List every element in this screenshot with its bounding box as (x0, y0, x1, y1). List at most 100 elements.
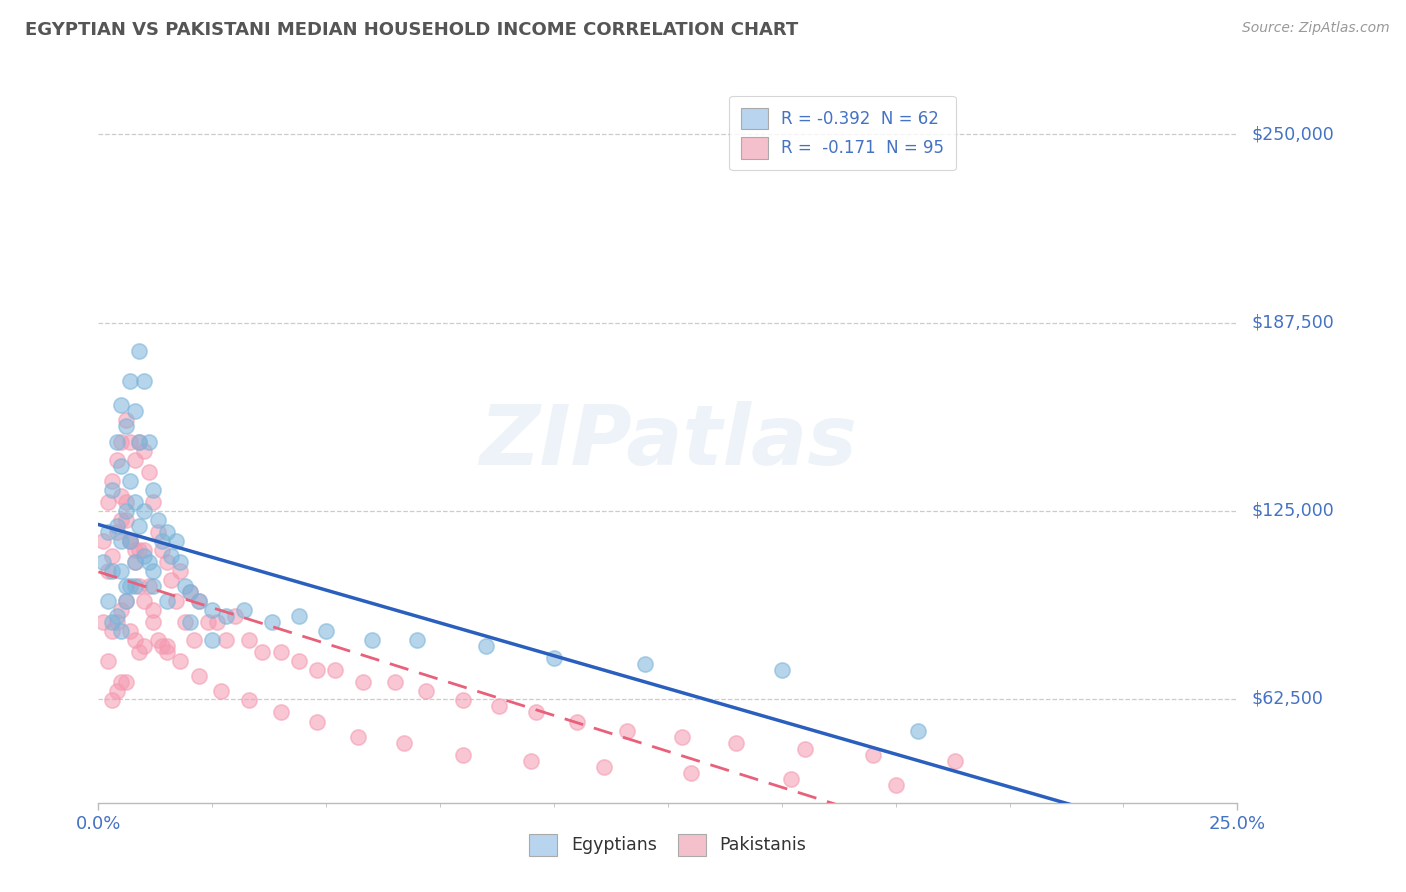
Point (270, 706, 292, 720)
Point (110, 603, 132, 617)
Point (105, 519, 128, 533)
Point (169, 654, 191, 668)
Point (114, 413, 136, 427)
Point (96, 654, 118, 668)
Point (124, 494, 146, 508)
Point (160, 573, 183, 587)
Point (114, 594, 136, 608)
Point (110, 675, 132, 690)
Point (907, 723, 929, 738)
Point (110, 398, 132, 412)
Point (120, 579, 142, 593)
Point (392, 735, 415, 749)
Point (132, 594, 155, 608)
Point (415, 684, 437, 698)
Point (793, 741, 815, 756)
Point (142, 579, 165, 593)
Point (110, 564, 132, 578)
Point (105, 452, 128, 467)
Point (142, 494, 165, 508)
Point (451, 693, 474, 707)
Point (110, 624, 132, 639)
Point (138, 555, 160, 569)
Point (110, 513, 132, 527)
Point (156, 524, 179, 539)
Point (128, 434, 150, 449)
Point (205, 615, 228, 630)
Point (101, 474, 124, 488)
Point (101, 615, 124, 630)
Point (593, 760, 616, 774)
Point (201, 633, 224, 648)
Point (101, 549, 124, 563)
Point (233, 603, 256, 617)
Point (146, 513, 169, 527)
Point (224, 609, 246, 624)
Text: Source: ZipAtlas.com: Source: ZipAtlas.com (1241, 21, 1389, 35)
Point (96, 524, 118, 539)
Point (165, 533, 187, 548)
Point (943, 754, 966, 768)
Point (215, 609, 238, 624)
Point (215, 633, 238, 648)
Point (114, 513, 136, 527)
Point (187, 669, 209, 683)
Point (110, 434, 132, 449)
Point (138, 579, 160, 593)
Point (124, 452, 146, 467)
Text: $62,500: $62,500 (1251, 690, 1323, 708)
Point (179, 615, 201, 630)
Point (120, 434, 142, 449)
Text: ZIPatlas: ZIPatlas (479, 401, 856, 482)
Text: $250,000: $250,000 (1251, 126, 1334, 144)
Point (142, 615, 165, 630)
Point (347, 730, 370, 744)
Point (156, 645, 179, 659)
Point (474, 639, 496, 653)
Point (451, 747, 474, 762)
Point (146, 633, 169, 648)
Point (120, 533, 142, 548)
Point (132, 374, 155, 388)
Point (565, 714, 588, 729)
Point (114, 494, 136, 508)
Point (128, 344, 150, 359)
Point (120, 624, 142, 639)
Point (488, 699, 510, 714)
Point (120, 374, 142, 388)
Point (114, 594, 136, 608)
Point (201, 603, 224, 617)
Point (110, 458, 132, 473)
Point (288, 609, 311, 624)
Point (238, 633, 260, 648)
Point (770, 664, 793, 678)
Point (120, 474, 142, 488)
Point (142, 564, 165, 578)
Point (114, 675, 136, 690)
Point (779, 772, 801, 786)
Point (197, 615, 219, 630)
Point (520, 754, 543, 768)
Point (96, 594, 118, 608)
Point (307, 664, 329, 678)
Point (187, 594, 209, 608)
Point (543, 651, 565, 665)
Point (179, 585, 201, 599)
Point (101, 483, 124, 497)
Point (138, 465, 160, 479)
Point (174, 579, 197, 593)
Point (360, 633, 382, 648)
Point (91, 533, 114, 548)
Point (174, 615, 197, 630)
Point (124, 542, 146, 557)
Point (352, 675, 374, 690)
Point (110, 533, 132, 548)
Point (524, 706, 547, 720)
Point (406, 633, 429, 648)
Point (132, 549, 155, 563)
Point (142, 483, 165, 497)
Point (634, 657, 657, 672)
Point (120, 533, 142, 548)
Point (114, 579, 136, 593)
Point (101, 693, 124, 707)
